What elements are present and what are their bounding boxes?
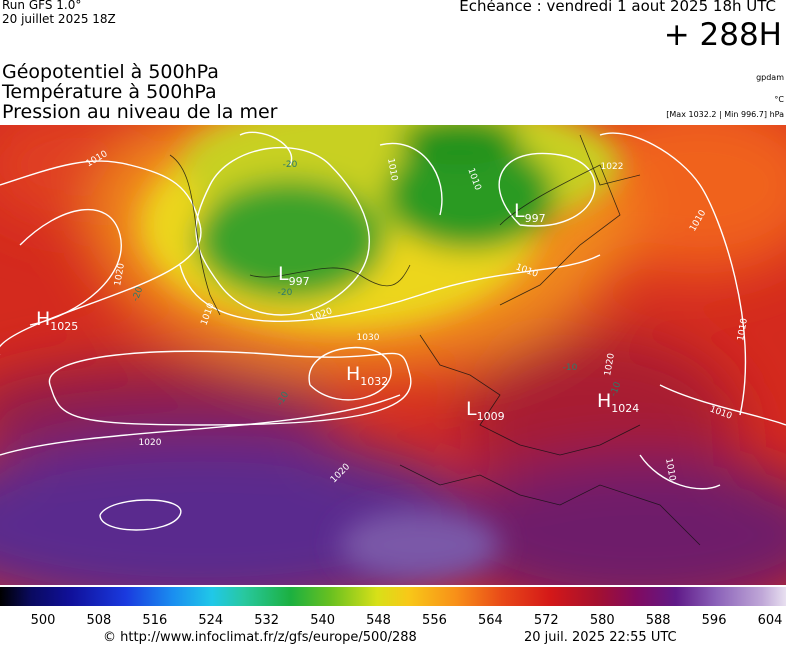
contour-label: 1020 — [113, 262, 127, 287]
run-date: 20 juillet 2025 18Z — [2, 12, 116, 26]
center-type: H — [597, 390, 611, 412]
colorbar-tick-label: 604 — [758, 613, 783, 628]
center-value: 1009 — [477, 410, 505, 423]
colorbar-tick-label: 588 — [646, 613, 671, 628]
lead-time: + 288H — [663, 17, 782, 53]
center-value: 997 — [289, 275, 310, 288]
pressure-center: L997 — [278, 263, 310, 288]
center-value: 1032 — [360, 375, 388, 388]
field: Température à 500hPa — [2, 81, 217, 103]
center-value: 1025 — [50, 320, 78, 333]
pressure-center: H1032 — [346, 363, 388, 388]
colorbar-tick-label: 524 — [198, 613, 223, 628]
field: Géopotentiel à 500hPa — [2, 61, 219, 83]
contour-label: 1030 — [357, 333, 380, 343]
map: H1025L997H1032L997L1009H1024101010201020… — [0, 125, 786, 585]
contour-label: -20 — [278, 288, 293, 298]
pressure-center: L997 — [514, 200, 546, 225]
colorbar-tick-label: 532 — [254, 613, 279, 628]
colorbar-tick-label: 500 — [31, 613, 56, 628]
unit: °C — [774, 95, 784, 104]
contour-label: -10 — [609, 380, 624, 397]
contour-label: 1020 — [603, 352, 617, 377]
center-type: H — [346, 363, 360, 385]
center-type: L — [278, 263, 289, 285]
contour-label: 1010 — [736, 317, 750, 342]
unit: gpdam — [756, 73, 784, 82]
colorbar-tick-label: 580 — [590, 613, 615, 628]
colorbar-tick-label: 508 — [87, 613, 112, 628]
colorbar-tick-label: 556 — [422, 613, 447, 628]
contour-label: 1010 — [663, 458, 677, 483]
colorbar-tick-label: 548 — [366, 613, 391, 628]
valid-time: Echéance : vendredi 1 aout 2025 18h UTC — [459, 0, 776, 15]
pressure-center: H1024 — [597, 390, 639, 415]
run: Run GFS 1.0° — [2, 0, 82, 12]
contour-label: 1020 — [139, 438, 162, 448]
contour-label: 1022 — [601, 162, 624, 172]
center-value: 997 — [525, 212, 546, 225]
contour-label: 1010 — [385, 158, 399, 183]
colorbar-tick-label: 596 — [702, 613, 727, 628]
contour-label: -20 — [283, 160, 298, 170]
colorbar-tick-label: 564 — [478, 613, 503, 628]
colorbar-tick-label: 572 — [534, 613, 559, 628]
colorbar-tick-label: 516 — [142, 613, 167, 628]
colorbar — [0, 587, 786, 606]
center-value: 1024 — [611, 402, 639, 415]
colorbar-tick-label: 540 — [310, 613, 335, 628]
colorbar-ticks: 500 508 516 524 532 540 548 556 564 572 580 588 596 6… — [31, 613, 783, 628]
source: © http://www.infoclimat.fr/z/gfs/europe/… — [103, 630, 417, 645]
pressure-center: H1025 — [36, 308, 78, 333]
field: Pression au niveau de la mer — [2, 101, 278, 123]
contour-label: -20 — [131, 285, 146, 302]
center-type: L — [514, 200, 525, 222]
center-type: L — [466, 398, 477, 420]
pressure-center: L1009 — [466, 398, 505, 423]
center-type: H — [36, 308, 50, 330]
contour-label: -10 — [563, 363, 578, 373]
generated: 20 juil. 2025 22:55 UTC — [524, 630, 677, 645]
unit: [Max 1032.2 | Min 996.7] hPa — [666, 110, 784, 119]
